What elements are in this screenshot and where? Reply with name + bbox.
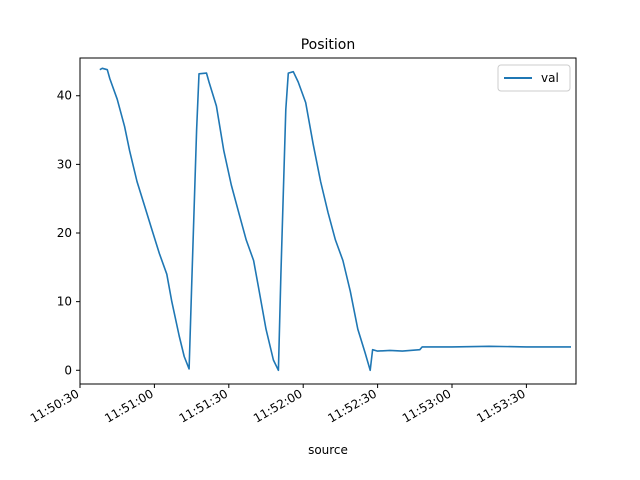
plot-area bbox=[99, 67, 571, 372]
legend: val bbox=[497, 64, 571, 92]
y-tick-label: 0 bbox=[64, 363, 72, 377]
y-tick-label: 40 bbox=[57, 89, 72, 103]
y-tick-label: 20 bbox=[57, 226, 72, 240]
y-tick-label: 10 bbox=[57, 295, 72, 309]
chart-title: Position bbox=[301, 37, 356, 53]
legend-label: val bbox=[541, 71, 559, 85]
x-axis-label: source bbox=[308, 443, 348, 457]
axes-frame bbox=[79, 57, 577, 385]
legend-box bbox=[497, 64, 571, 92]
y-axis-ticks: 0 10 20 30 40 bbox=[57, 89, 80, 377]
series-line-val bbox=[99, 67, 571, 372]
y-tick-label: 30 bbox=[57, 157, 72, 171]
